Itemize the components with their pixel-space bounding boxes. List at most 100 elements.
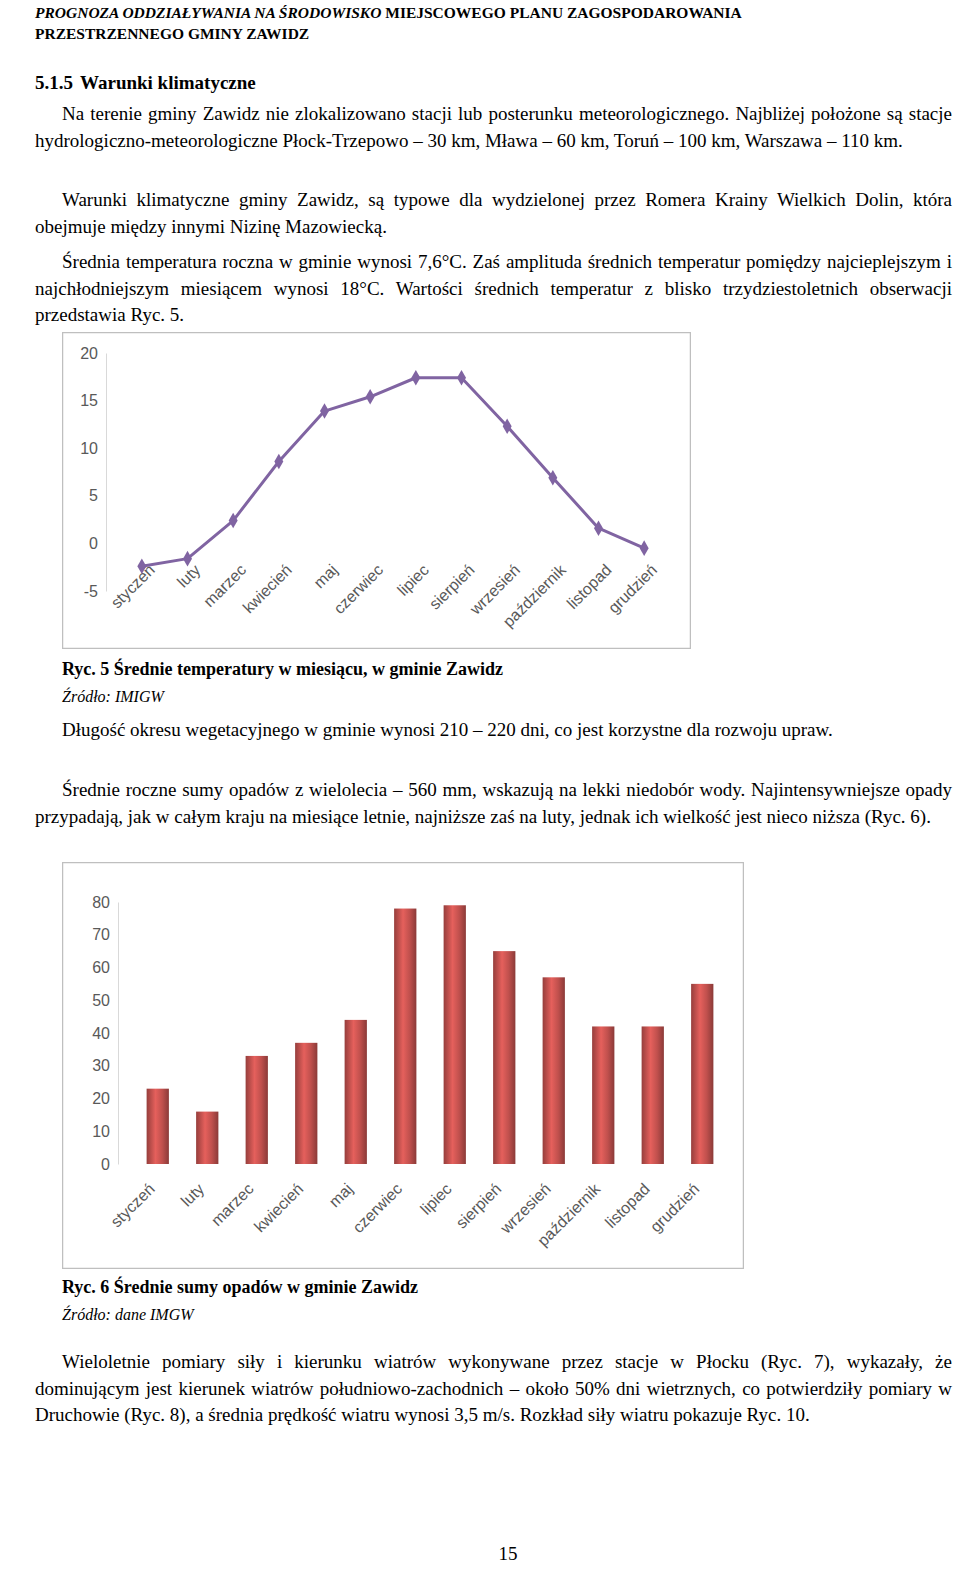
x-tick: marzec	[208, 1164, 257, 1229]
paragraph: Średnie roczne sumy opadów z wielolecia …	[35, 777, 952, 830]
section-title: Warunki klimatyczne	[80, 70, 256, 96]
bar	[592, 1026, 614, 1164]
x-tick-label: kwiecień	[240, 561, 295, 616]
x-tick-label: listopad	[602, 1180, 653, 1231]
bar	[444, 905, 466, 1164]
y-tick-label: 5	[89, 487, 98, 504]
x-tick: lipiec	[417, 1164, 455, 1218]
data-point	[320, 403, 329, 419]
x-tick-label: grudzień	[605, 561, 660, 616]
bar	[196, 1112, 218, 1164]
x-tick: październik	[534, 1164, 604, 1249]
data-point	[411, 370, 420, 386]
bar	[246, 1056, 268, 1164]
paragraph: Wieloletnie pomiary siły i kierunku wiat…	[35, 1349, 952, 1429]
x-tick: luty	[174, 561, 204, 591]
y-tick-label: 50	[92, 992, 110, 1009]
x-tick-label: grudzień	[647, 1180, 702, 1235]
data-line	[142, 378, 644, 566]
x-tick: maj	[310, 561, 340, 591]
plot-marks	[147, 905, 714, 1164]
y-tick: 20	[92, 1090, 118, 1107]
y-tick-label: 60	[92, 959, 110, 976]
x-tick: luty	[178, 1164, 208, 1210]
x-tick: styczeń	[107, 1164, 157, 1230]
figure-source: Źródło: IMIGW	[62, 686, 164, 708]
paragraph: Średnia temperatura roczna w gminie wyno…	[35, 249, 952, 329]
y-tick-label: 70	[92, 926, 110, 943]
y-tick: -5	[84, 583, 106, 600]
data-point	[274, 454, 283, 470]
plot-marks	[137, 370, 648, 574]
y-tick: 10	[80, 440, 106, 457]
x-tick-label: czerwiec	[330, 561, 386, 617]
chart-frame	[63, 333, 691, 649]
y-tick-label: -5	[84, 583, 98, 600]
data-point	[366, 389, 375, 405]
data-point	[503, 419, 512, 435]
x-tick: lipiec	[394, 561, 432, 599]
data-point	[594, 520, 603, 536]
y-tick: 40	[92, 1025, 118, 1042]
y-tick: 10	[92, 1123, 118, 1140]
x-tick-label: luty	[178, 1180, 208, 1210]
y-tick-label: 30	[92, 1057, 110, 1074]
y-axis-line	[118, 903, 119, 1165]
x-tick: sierpień	[453, 1164, 505, 1232]
y-tick-label: 10	[92, 1123, 110, 1140]
y-tick: 20	[80, 345, 106, 362]
y-tick: 0	[101, 1156, 118, 1173]
x-tick: kwiecień	[240, 561, 295, 616]
figure-caption: Ryc. 5 Średnie temperatury w miesiącu, w…	[62, 657, 503, 681]
bar	[295, 1043, 317, 1164]
bar	[345, 1020, 367, 1164]
bar	[493, 951, 515, 1164]
paragraph: Warunki klimatyczne gminy Zawidz, są typ…	[35, 187, 952, 240]
paragraph: Na terenie gminy Zawidz nie zlokalizowan…	[35, 101, 952, 154]
x-tick-label: styczeń	[107, 1180, 157, 1230]
y-tick-label: 40	[92, 1025, 110, 1042]
y-tick-label: 80	[92, 894, 110, 911]
section-heading: 5.1.5Warunki klimatyczne	[35, 70, 73, 96]
y-axis-line	[106, 354, 107, 592]
y-tick: 60	[92, 959, 118, 976]
data-point	[183, 551, 192, 567]
data-point	[640, 540, 649, 556]
section-number: 5.1.5	[35, 72, 73, 93]
page-number: 15	[0, 1543, 960, 1565]
chart: 0 10 20 30 40 50 60 70 80 styczeń lutymarzeckwieci…	[62, 862, 744, 1269]
x-tick: listopad	[602, 1164, 653, 1231]
chart: -505101520styczeńlutymarzeckwiecieńmajcz…	[62, 332, 691, 649]
data-point	[457, 370, 466, 386]
y-tick: 5	[89, 487, 106, 504]
header-text: PROGNOZA ODDZIAŁYWANIA NA ŚRODOWISKO	[35, 4, 381, 21]
y-tick: 80	[92, 894, 118, 911]
y-tick-label: 10	[80, 440, 98, 457]
paragraph: Długość okresu wegetacyjnego w gminie wy…	[35, 717, 952, 744]
bar	[543, 977, 565, 1164]
bar	[147, 1089, 169, 1164]
y-axis: 0 10 20 30 40 50 60 70 80	[92, 894, 118, 1173]
x-tick-label: lipiec	[417, 1180, 455, 1218]
figure-caption: Ryc. 6 Średnie sumy opadów w gminie Zawi…	[62, 1275, 418, 1299]
x-tick-label: luty	[174, 561, 204, 591]
x-tick-label: październik	[500, 560, 570, 630]
x-tick: październik	[500, 560, 570, 630]
y-axis: -5 0 5 10 15 20	[80, 345, 106, 600]
page-header: PROGNOZA ODDZIAŁYWANIA NA ŚRODOWISKO MIE…	[35, 2, 865, 44]
y-tick-label: 15	[80, 392, 98, 409]
data-point	[137, 558, 146, 574]
x-tick: maj	[326, 1164, 356, 1210]
x-axis: styczeńlutymarzeckwiecieńmajczerwieclipi…	[107, 1164, 702, 1249]
bar	[642, 1026, 664, 1164]
x-tick: grudzień	[647, 1164, 702, 1235]
x-tick-label: marzec	[208, 1180, 257, 1229]
x-axis: styczeńlutymarzeckwiecieńmajczerwieclipi…	[108, 560, 661, 630]
y-tick: 0	[89, 535, 106, 552]
x-tick-label: październik	[534, 1179, 604, 1249]
x-tick-label: maj	[326, 1180, 356, 1210]
y-tick: 50	[92, 992, 118, 1009]
x-tick: kwiecień	[251, 1164, 306, 1235]
x-tick: grudzień	[605, 561, 660, 616]
y-tick-label: 0	[89, 535, 98, 552]
